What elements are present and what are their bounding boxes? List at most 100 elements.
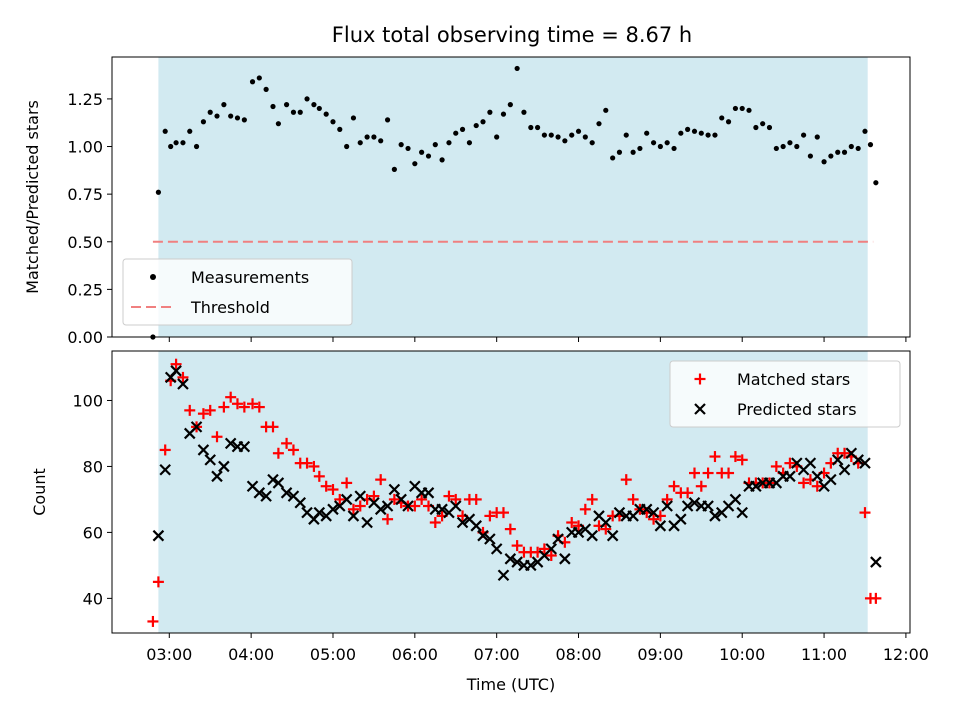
measurement-point bbox=[425, 153, 432, 159]
predicted-point bbox=[422, 487, 435, 499]
measurement-point bbox=[780, 143, 786, 150]
matched-point bbox=[320, 480, 332, 492]
matched-point bbox=[484, 510, 496, 522]
matched-point bbox=[579, 503, 591, 515]
matched-point bbox=[347, 503, 359, 515]
measurement-point bbox=[439, 157, 445, 163]
measurement-point bbox=[766, 124, 773, 131]
measurement-point bbox=[732, 105, 739, 112]
matched-point bbox=[147, 615, 159, 627]
matched-point bbox=[811, 480, 823, 492]
measurement-point bbox=[719, 115, 725, 121]
measurement-point bbox=[337, 126, 343, 132]
matched-point bbox=[253, 401, 265, 413]
predicted-point bbox=[613, 506, 626, 519]
measurement-point bbox=[582, 134, 588, 140]
matched-point bbox=[287, 444, 299, 456]
measurement-point bbox=[705, 132, 711, 138]
predicted-point bbox=[681, 500, 694, 512]
top-x-ticks bbox=[168, 337, 907, 342]
measurement-point bbox=[384, 117, 391, 123]
matched-point bbox=[429, 517, 441, 529]
predicted-point bbox=[552, 533, 564, 545]
chart-title: Flux total observing time = 8.67 h bbox=[332, 23, 692, 47]
x-tick-label: 08:00 bbox=[555, 645, 601, 664]
matched-point bbox=[450, 493, 462, 505]
measurement-point bbox=[603, 107, 609, 113]
measurement-point bbox=[214, 113, 220, 119]
predicted-point bbox=[267, 473, 279, 486]
measurement-point bbox=[371, 134, 377, 140]
matched-point bbox=[409, 500, 421, 512]
predicted-point bbox=[729, 493, 742, 506]
predicted-point bbox=[436, 503, 448, 516]
top-legend: Measurements Threshold bbox=[122, 258, 353, 326]
predicted-point bbox=[197, 444, 210, 456]
bottom-x-ticks: 03:00 04:00 05:00 06:00 07:00 08:00 09:00 10:00… bbox=[146, 633, 929, 664]
predicted-point bbox=[511, 556, 523, 568]
measurement-point bbox=[316, 105, 322, 112]
predicted-marker bbox=[694, 403, 706, 415]
predicted-point bbox=[477, 529, 489, 542]
predicted-point bbox=[238, 440, 251, 453]
measurement-point bbox=[162, 128, 168, 134]
matched-point bbox=[545, 549, 557, 561]
measurement-point bbox=[671, 145, 677, 152]
matched-point bbox=[870, 592, 882, 604]
predicted-point bbox=[402, 500, 414, 512]
measurement-point bbox=[807, 153, 813, 159]
x-tick-label: 10:00 bbox=[719, 645, 765, 664]
measurement-point bbox=[596, 121, 602, 127]
matched-point bbox=[184, 404, 196, 416]
legend-predicted-marker bbox=[694, 403, 706, 415]
measurement-point bbox=[575, 128, 582, 134]
measurement-point bbox=[466, 140, 473, 146]
predicted-point bbox=[177, 378, 189, 390]
predicted-point bbox=[736, 506, 748, 519]
predicted-point bbox=[709, 510, 721, 522]
measurement-point bbox=[548, 132, 554, 138]
matched-point bbox=[586, 493, 598, 505]
predicted-point bbox=[654, 520, 667, 532]
measurement-point bbox=[234, 115, 241, 121]
predicted-point bbox=[456, 516, 469, 529]
measurement-point bbox=[698, 130, 704, 136]
predicted-point bbox=[811, 470, 824, 483]
measurement-point bbox=[637, 145, 643, 152]
matched-point bbox=[600, 523, 612, 535]
measurement-point bbox=[521, 109, 527, 115]
predicted-point bbox=[253, 487, 266, 499]
matched-point bbox=[723, 467, 735, 479]
measurement-point bbox=[432, 142, 438, 148]
matched-point bbox=[152, 576, 164, 588]
matched-point bbox=[231, 398, 243, 410]
predicted-point bbox=[647, 506, 660, 519]
predicted-point bbox=[347, 510, 360, 522]
x-axis-label: Time (UTC) bbox=[466, 675, 555, 694]
measurement-point bbox=[480, 119, 486, 125]
measurement-point bbox=[256, 75, 262, 81]
matched-point bbox=[388, 493, 400, 505]
predicted-point bbox=[381, 500, 394, 512]
predicted-point bbox=[831, 454, 844, 466]
legend-threshold-label: Threshold bbox=[190, 298, 270, 317]
measurement-point bbox=[841, 149, 848, 155]
bottom-legend-box bbox=[669, 360, 901, 428]
matched-point bbox=[695, 480, 707, 492]
measurement-point bbox=[725, 119, 732, 125]
predicted-point bbox=[870, 556, 882, 568]
legend-measurements-label: Measurements bbox=[191, 268, 309, 287]
measurement-point bbox=[446, 140, 452, 146]
y-tick-label: 60 bbox=[83, 523, 103, 542]
measurement-point bbox=[862, 128, 868, 134]
x-tick-label: 05:00 bbox=[310, 645, 356, 664]
matched-point bbox=[497, 507, 509, 519]
measurement-point bbox=[193, 143, 200, 150]
measurement-point bbox=[507, 102, 513, 108]
measurement-point bbox=[283, 102, 290, 108]
x-tick-label: 07:00 bbox=[474, 645, 520, 664]
matched-point bbox=[218, 401, 230, 413]
y-tick-label: 0.75 bbox=[67, 185, 103, 204]
predicted-point bbox=[224, 437, 237, 450]
measurement-point bbox=[487, 109, 493, 115]
